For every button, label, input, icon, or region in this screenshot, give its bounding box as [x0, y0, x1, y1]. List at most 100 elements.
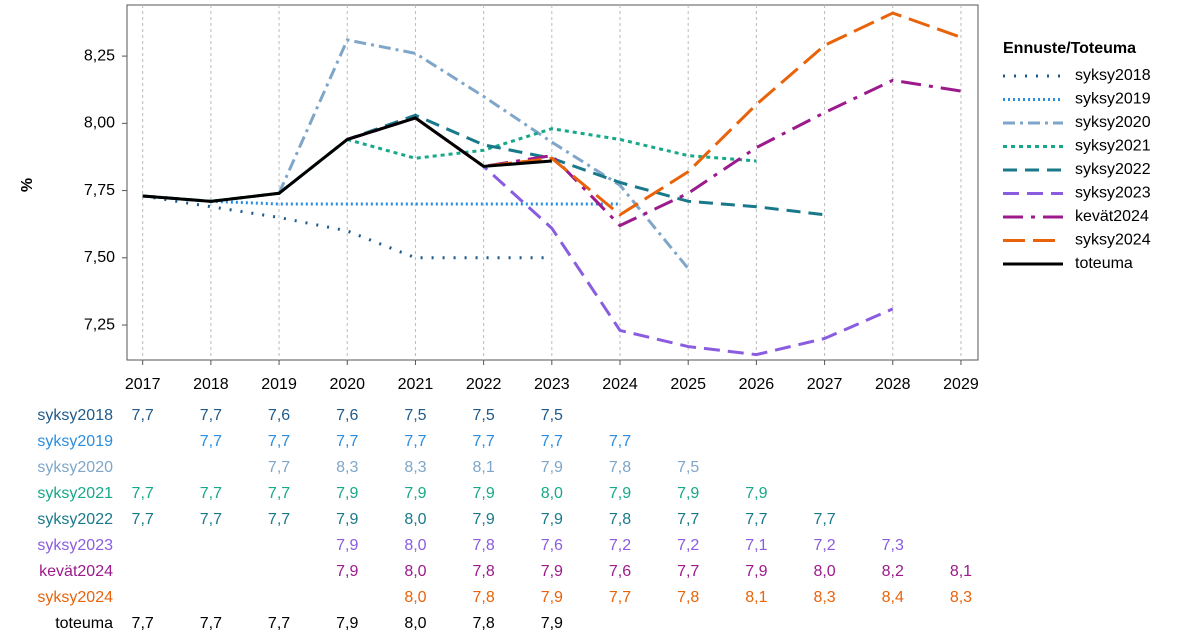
table-value: 8,2 [882, 563, 904, 580]
series-line [142, 116, 552, 203]
legend-label: syksy2020 [1075, 114, 1151, 131]
table-value: 7,5 [473, 407, 495, 424]
table-value: 7,2 [813, 537, 835, 554]
table-value: 7,7 [268, 615, 290, 632]
table-value: 8,1 [473, 459, 495, 476]
table-value: 7,9 [745, 485, 767, 502]
table-value: 7,7 [677, 511, 699, 528]
table-value: 7,9 [541, 563, 563, 580]
y-axis-label: % [19, 178, 36, 192]
x-tick-label: 2027 [807, 376, 843, 393]
y-tick-label: 7,75 [84, 182, 115, 199]
table-value: 7,2 [609, 537, 631, 554]
table-value: 7,6 [336, 407, 358, 424]
table-value: 7,7 [677, 563, 699, 580]
table-value: 7,9 [404, 485, 426, 502]
table-value: 7,7 [813, 511, 835, 528]
table-value: 7,9 [609, 485, 631, 502]
table-value: 8,0 [404, 615, 426, 632]
table-value: 7,7 [609, 433, 631, 450]
table-value: 7,7 [200, 485, 222, 502]
table-value: 7,7 [336, 433, 358, 450]
table-value: 7,8 [473, 563, 495, 580]
table-value: 8,0 [404, 537, 426, 554]
table-value: 7,9 [336, 537, 358, 554]
table-value: 8,0 [404, 563, 426, 580]
table-row-label: syksy2018 [37, 407, 113, 424]
table-value: 7,7 [268, 459, 290, 476]
table-value: 7,7 [404, 433, 426, 450]
plot-frame [126, 4, 979, 361]
table-value: 7,7 [132, 407, 154, 424]
series-line [142, 127, 757, 203]
table-value: 7,9 [336, 511, 358, 528]
table-value: 7,7 [268, 485, 290, 502]
table-value: 8,0 [404, 589, 426, 606]
table-value: 8,4 [882, 589, 904, 606]
legend-title: Ennuste/Toteuma [1003, 40, 1136, 57]
x-tick-label: 2021 [398, 376, 434, 393]
table-value: 7,7 [268, 511, 290, 528]
table-value: 7,9 [336, 615, 358, 632]
table-row-label: toteuma [55, 615, 113, 632]
table-value: 7,9 [745, 563, 767, 580]
y-tick-label: 8,25 [84, 47, 115, 64]
legend-label: syksy2023 [1075, 185, 1151, 202]
legend-label: toteuma [1075, 255, 1133, 272]
x-tick-label: 2029 [943, 376, 979, 393]
table-value: 7,8 [677, 589, 699, 606]
series-line [346, 78, 962, 228]
table-value: 7,9 [541, 459, 563, 476]
table-value: 7,7 [473, 433, 495, 450]
x-tick-label: 2020 [329, 376, 365, 393]
series-line [210, 199, 621, 206]
series-line [277, 38, 690, 270]
table-value: 7,9 [336, 485, 358, 502]
table-value: 7,7 [132, 511, 154, 528]
x-tick-label: 2022 [466, 376, 502, 393]
table-value: 7,8 [473, 615, 495, 632]
table-value: 7,7 [200, 433, 222, 450]
table-value: 8,3 [813, 589, 835, 606]
table-value: 8,1 [745, 589, 767, 606]
table-value: 7,7 [132, 485, 154, 502]
table-value: 7,7 [541, 433, 563, 450]
table-value: 8,0 [813, 563, 835, 580]
table-value: 7,2 [677, 537, 699, 554]
table-row-label: syksy2022 [37, 511, 113, 528]
table-value: 8,1 [950, 563, 972, 580]
x-tick-label: 2018 [193, 376, 229, 393]
y-tick-label: 8,00 [84, 115, 115, 132]
table-row-label: syksy2023 [37, 537, 113, 554]
x-tick-label: 2024 [602, 376, 638, 393]
x-tick-label: 2019 [261, 376, 297, 393]
legend-label: syksy2019 [1075, 91, 1151, 108]
y-tick-label: 7,50 [84, 249, 115, 266]
table-value: 8,0 [404, 511, 426, 528]
table-value: 7,6 [268, 407, 290, 424]
table-value: 7,6 [609, 563, 631, 580]
table-value: 7,5 [404, 407, 426, 424]
x-tick-label: 2028 [875, 376, 911, 393]
table-value: 7,7 [132, 615, 154, 632]
table-value: 7,8 [609, 459, 631, 476]
table-value: 7,9 [677, 485, 699, 502]
x-tick-label: 2017 [125, 376, 161, 393]
table-value: 7,5 [541, 407, 563, 424]
x-tick-label: 2026 [739, 376, 775, 393]
table-value: 7,9 [336, 563, 358, 580]
table-value: 7,7 [200, 615, 222, 632]
table-value: 7,9 [541, 615, 563, 632]
legend-label: kevät2024 [1075, 208, 1149, 225]
table-value: 7,8 [609, 511, 631, 528]
table-value: 7,7 [200, 511, 222, 528]
table-value: 7,1 [745, 537, 767, 554]
table-value: 8,3 [336, 459, 358, 476]
table-row-label: syksy2021 [37, 485, 113, 502]
table-value: 7,8 [473, 537, 495, 554]
table-value: 7,7 [200, 407, 222, 424]
table-row-label: syksy2020 [37, 459, 113, 476]
table-value: 7,7 [609, 589, 631, 606]
table-value: 7,3 [882, 537, 904, 554]
